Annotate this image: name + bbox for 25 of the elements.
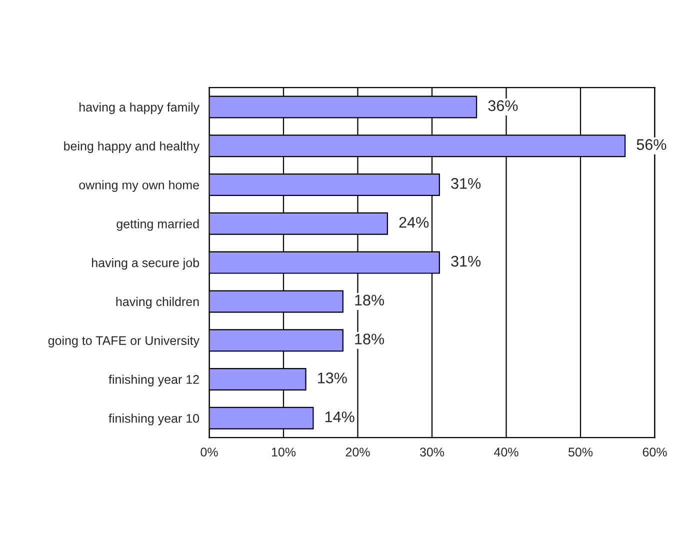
x-tick-label: 10% (272, 448, 296, 457)
data-label: 31% (451, 256, 481, 267)
y-tick-label: having children (116, 296, 199, 309)
y-tick-label: being happy and healthy (64, 141, 200, 153)
data-label: 56% (636, 139, 666, 150)
data-label: 18% (355, 294, 384, 306)
x-tick-label: 30% (420, 448, 444, 457)
data-label: 13% (318, 372, 347, 384)
data-label: 24% (399, 216, 429, 228)
x-tick-label: 50% (568, 448, 593, 457)
x-tick-label: 40% (494, 448, 518, 457)
y-tick-label: owning my own home (79, 180, 199, 192)
x-tick-label: 20% (346, 448, 370, 457)
y-tick-label: finishing year 10 (108, 414, 200, 426)
data-label: 18% (355, 334, 384, 344)
x-tick-label: 0% (200, 448, 218, 457)
y-tick-label: finishing year 12 (108, 374, 199, 386)
data-label: 31% (451, 178, 481, 189)
data-label: 36% (488, 100, 518, 112)
y-tick-label: getting married (116, 219, 199, 231)
x-tick-label: 60% (642, 448, 667, 457)
y-tick-label: going to TAFE or University (48, 336, 200, 348)
data-label: 14% (325, 412, 354, 422)
y-tick-label: having a happy family (80, 102, 200, 114)
y-tick-label: having a secure job (92, 258, 200, 270)
